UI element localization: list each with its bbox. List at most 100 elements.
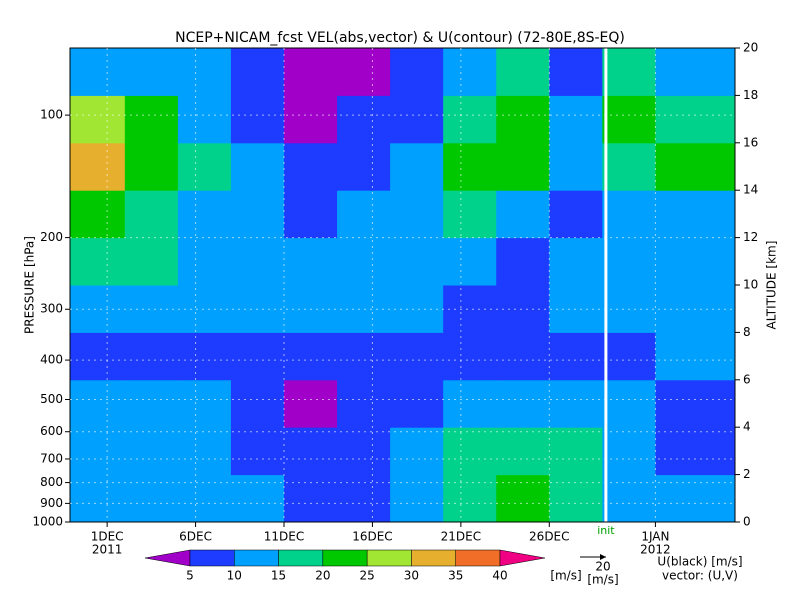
heat-cell	[177, 427, 232, 476]
heat-cell	[602, 95, 656, 144]
heat-cell	[602, 190, 656, 239]
y-tick-label: 100	[40, 108, 63, 122]
heat-cell	[602, 48, 656, 96]
y2-tick-label: 10	[743, 278, 758, 292]
heat-cell	[70, 474, 126, 523]
heat-cell	[496, 95, 550, 144]
heat-cell	[177, 142, 232, 191]
heat-cell	[230, 142, 285, 191]
y-axis-label: PRESSURE [hPa]	[23, 236, 37, 334]
heat-cell	[230, 190, 285, 239]
heat-cell	[70, 142, 126, 191]
colorbar-cell	[234, 549, 279, 567]
colorbar-cell	[499, 549, 546, 567]
heat-cell	[549, 474, 603, 523]
x-tick-label: 11DEC	[264, 530, 304, 544]
x-tick-label: 21DEC	[441, 530, 481, 544]
heat-cell	[655, 237, 736, 286]
heat-cell	[177, 332, 232, 381]
y-tick-label: 1000	[32, 515, 63, 529]
heat-cell	[230, 48, 285, 96]
heat-cell	[655, 379, 736, 428]
heat-cell	[390, 95, 444, 144]
heat-cell	[284, 332, 338, 381]
heat-cell	[284, 142, 338, 191]
heat-cell	[124, 379, 179, 428]
colorbar-tick-label: 15	[271, 569, 286, 583]
colorbar-tick-label: 10	[227, 569, 242, 583]
y2-tick-label: 6	[743, 372, 751, 386]
y-tick-label: 200	[40, 230, 63, 244]
heat-cell	[443, 427, 497, 476]
y-tick-label: 500	[40, 392, 63, 406]
heat-cell	[284, 237, 338, 286]
heat-cell	[549, 190, 603, 239]
heat-cell	[337, 379, 391, 428]
y2-tick-label: 18	[743, 88, 758, 102]
heat-cell	[443, 237, 497, 286]
colorbar-label: [m/s]	[550, 569, 581, 583]
heat-cell	[496, 237, 550, 286]
heat-cell	[655, 474, 736, 523]
heat-cell	[124, 332, 179, 381]
heat-cell	[124, 48, 179, 96]
heat-cell	[70, 285, 126, 333]
y-tick-label: 900	[40, 496, 63, 510]
heat-cell	[337, 142, 391, 191]
y2-axis-label: ALTITUDE [km]	[765, 241, 779, 330]
colorbar-tick-label: 30	[404, 569, 419, 583]
colorbar-tick-label: 20	[315, 569, 330, 583]
y2-tick-label: 0	[743, 515, 751, 529]
heat-cell	[177, 190, 232, 239]
heat-cell	[177, 48, 232, 96]
y2-tick-label: 2	[743, 467, 751, 481]
heat-cell	[443, 48, 497, 96]
heat-cell	[337, 427, 391, 476]
heat-cell	[124, 95, 179, 144]
heat-cell	[549, 332, 603, 381]
heat-cell	[124, 474, 179, 523]
y2-tick-label: 12	[743, 230, 758, 244]
heat-cell	[230, 379, 285, 428]
vector-key-value: 20	[595, 560, 610, 574]
y-tick-label: 600	[40, 424, 63, 438]
heat-cell	[602, 332, 656, 381]
heat-cell	[284, 190, 338, 239]
heat-cell	[177, 474, 232, 523]
heat-cell	[230, 95, 285, 144]
heat-cell	[443, 332, 497, 381]
colorbar-tick-label: 40	[492, 569, 507, 583]
heat-cell	[390, 332, 444, 381]
y-tick-label: 700	[40, 451, 63, 465]
heat-cell	[443, 285, 497, 333]
heat-cell	[284, 48, 338, 96]
vector-key-head	[600, 554, 606, 560]
heat-cell	[70, 48, 126, 96]
heat-cell	[70, 95, 126, 144]
heat-cell	[70, 332, 126, 381]
heat-cell	[177, 285, 232, 333]
heat-cell	[177, 237, 232, 286]
heat-cell	[337, 237, 391, 286]
heat-cell	[390, 48, 444, 96]
heat-cell	[549, 237, 603, 286]
heat-cell	[549, 48, 603, 96]
colorbar-cell	[144, 549, 191, 567]
x-tick-label: 1DEC	[91, 530, 124, 544]
heat-cell	[496, 190, 550, 239]
heat-cell	[443, 95, 497, 144]
heat-cell	[284, 427, 338, 476]
x-tick-label: 26DEC	[529, 530, 569, 544]
heat-cell	[496, 379, 550, 428]
heat-cell	[655, 332, 736, 381]
heat-cell	[70, 190, 126, 239]
y2-tick-label: 20	[743, 41, 758, 55]
heat-cell	[390, 427, 444, 476]
heat-cell	[655, 427, 736, 476]
heat-cell	[230, 474, 285, 523]
heat-cell	[390, 142, 444, 191]
y2-tick-label: 8	[743, 325, 751, 339]
note: vector: (U,V)	[662, 569, 738, 583]
heat-cell	[284, 379, 338, 428]
